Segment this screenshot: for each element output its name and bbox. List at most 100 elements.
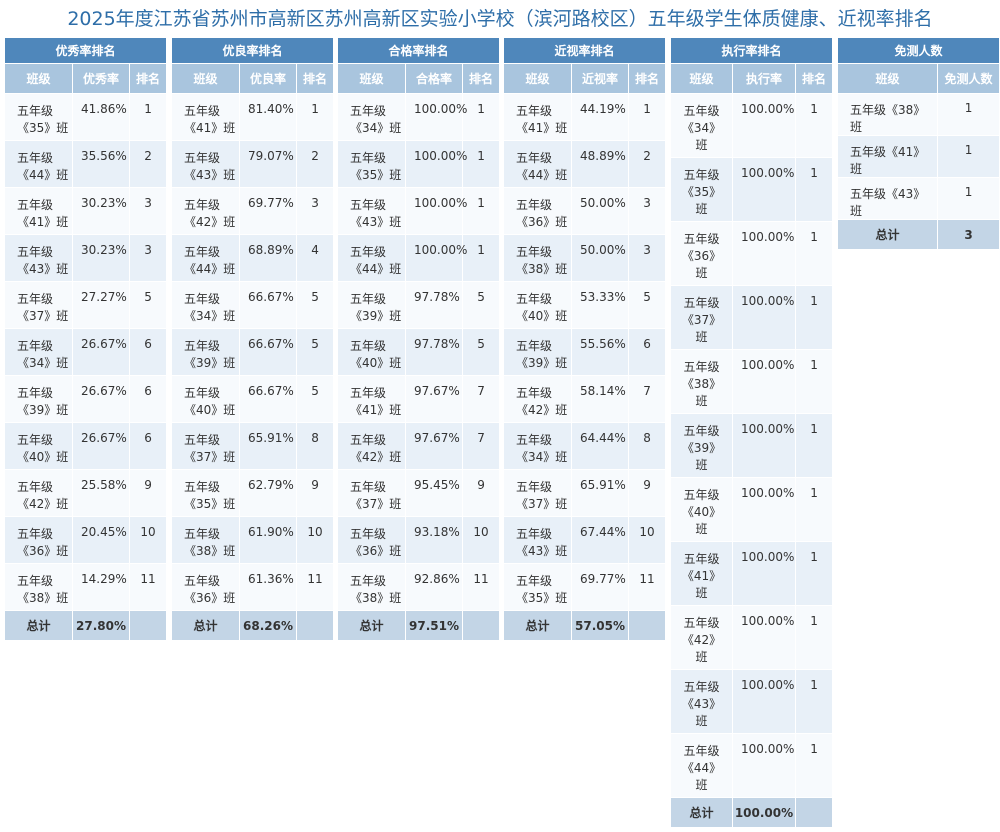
table-caption-row: 免测人数 xyxy=(836,37,1000,64)
cell-value: 27.27% xyxy=(72,281,130,329)
cell-value: 58.14% xyxy=(571,375,629,423)
cell-value: 61.90% xyxy=(239,516,297,564)
class-name: 五年级《42》班 xyxy=(670,605,733,670)
total-value: 68.26% xyxy=(239,610,297,641)
cell-value: 5 xyxy=(461,328,501,376)
data-row: 五年级《35》班 62.79% 9 xyxy=(171,469,335,517)
data-row: 五年级《38》班 50.00% 3 xyxy=(503,234,667,282)
cell-value: 100.00% xyxy=(732,285,796,350)
page-title: 2025年度江苏省苏州市高新区苏州高新区实验小学校（滨河路校区）五年级学生体质健… xyxy=(67,8,933,30)
data-row: 五年级《38》班 14.29% 11 xyxy=(4,563,168,611)
column-header: 班级 xyxy=(4,63,73,94)
data-row: 五年级《34》班 64.44% 8 xyxy=(503,422,667,470)
cell-value: 1 xyxy=(794,541,834,606)
cell-value: 55.56% xyxy=(571,328,629,376)
class-name: 五年级《35》班 xyxy=(503,563,572,611)
data-row: 五年级《41》班 97.67% 7 xyxy=(337,375,501,423)
column-header: 排名 xyxy=(461,63,501,94)
class-name: 五年级《43》班 xyxy=(503,516,572,564)
cell-value: 93.18% xyxy=(405,516,463,564)
cell-value: 2 xyxy=(627,140,667,188)
total-empty xyxy=(461,610,501,641)
data-row: 五年级《36》班 50.00% 3 xyxy=(503,187,667,235)
column-header: 排名 xyxy=(627,63,667,94)
class-name: 五年级《35》班 xyxy=(171,469,240,517)
data-row: 五年级《35》班 100.00% 1 xyxy=(670,157,834,222)
class-name: 五年级《35》班 xyxy=(4,93,73,141)
class-name: 五年级《40》班 xyxy=(171,375,240,423)
class-name: 五年级《36》班 xyxy=(503,187,572,235)
cell-value: 1 xyxy=(627,93,667,141)
class-name: 五年级《38》班 xyxy=(837,93,938,136)
data-row: 五年级《34》班 100.00% 1 xyxy=(337,93,501,141)
data-row: 五年级《42》班 97.67% 7 xyxy=(337,422,501,470)
cell-value: 9 xyxy=(128,469,168,517)
class-name: 五年级《41》班 xyxy=(337,375,406,423)
class-name: 五年级《39》班 xyxy=(503,328,572,376)
class-name: 五年级《41》班 xyxy=(4,187,73,235)
cell-value: 97.78% xyxy=(405,328,463,376)
data-row: 五年级《36》班 20.45% 10 xyxy=(4,516,168,564)
data-row: 五年级《38》班 61.90% 10 xyxy=(171,516,335,564)
total-label: 总计 xyxy=(837,219,938,250)
cell-value: 65.91% xyxy=(571,469,629,517)
cell-value: 5 xyxy=(627,281,667,329)
table-title: 优良率排名 xyxy=(170,37,335,64)
total-empty xyxy=(128,610,168,641)
cell-value: 66.67% xyxy=(239,375,297,423)
class-name: 五年级《34》班 xyxy=(4,328,73,376)
total-row: 总计 27.80% xyxy=(4,610,168,641)
class-name: 五年级《38》班 xyxy=(4,563,73,611)
data-row: 五年级《38》班 92.86% 11 xyxy=(337,563,501,611)
cell-value: 1 xyxy=(936,135,1000,178)
column-header: 执行率 xyxy=(732,63,796,94)
data-row: 五年级《40》班 53.33% 5 xyxy=(503,281,667,329)
cell-value: 10 xyxy=(128,516,168,564)
table-caption-row: 合格率排名 xyxy=(336,37,501,64)
total-value: 57.05% xyxy=(571,610,629,641)
cell-value: 100.00% xyxy=(732,605,796,670)
cell-value: 3 xyxy=(295,187,335,235)
class-name: 五年级《38》班 xyxy=(171,516,240,564)
data-row: 五年级《36》班 61.36% 11 xyxy=(171,563,335,611)
cell-value: 44.19% xyxy=(571,93,629,141)
cell-value: 1 xyxy=(936,177,1000,220)
class-name: 五年级《39》班 xyxy=(337,281,406,329)
data-row: 五年级《35》班 69.77% 11 xyxy=(503,563,667,611)
cell-value: 5 xyxy=(295,281,335,329)
cell-value: 66.67% xyxy=(239,328,297,376)
cell-value: 26.67% xyxy=(72,375,130,423)
cell-value: 6 xyxy=(128,328,168,376)
header-row: 班级 优良率 排名 xyxy=(171,63,335,94)
column-header: 排名 xyxy=(794,63,834,94)
class-name: 五年级《42》班 xyxy=(337,422,406,470)
cell-value: 3 xyxy=(627,187,667,235)
cell-value: 100.00% xyxy=(732,541,796,606)
cell-value: 100.00% xyxy=(732,477,796,542)
data-row: 五年级《39》班 97.78% 5 xyxy=(337,281,501,329)
total-label: 总计 xyxy=(337,610,406,641)
data-row: 五年级《43》班 30.23% 3 xyxy=(4,234,168,282)
total-empty xyxy=(295,610,335,641)
data-row: 五年级《41》班 30.23% 3 xyxy=(4,187,168,235)
data-row: 五年级《34》班 66.67% 5 xyxy=(171,281,335,329)
cell-value: 100.00% xyxy=(732,413,796,478)
total-empty xyxy=(794,797,834,828)
cell-value: 1 xyxy=(794,93,834,158)
ranking-table: 合格率排名 班级 合格率 排名 五年级《34》班 100.00% 1 五年级《35》班 100.… xyxy=(336,37,501,641)
total-label: 总计 xyxy=(4,610,73,641)
table-title: 优秀率排名 xyxy=(3,37,168,64)
class-name: 五年级《41》班 xyxy=(503,93,572,141)
column-header: 排名 xyxy=(128,63,168,94)
cell-value: 35.56% xyxy=(72,140,130,188)
total-row: 总计 57.05% xyxy=(503,610,667,641)
data-row: 五年级《37》班 95.45% 9 xyxy=(337,469,501,517)
data-row: 五年级《43》班 67.44% 10 xyxy=(503,516,667,564)
data-row: 五年级《36》班 93.18% 10 xyxy=(337,516,501,564)
class-name: 五年级《41》班 xyxy=(670,541,733,606)
cell-value: 100.00% xyxy=(732,349,796,414)
class-name: 五年级《35》班 xyxy=(670,157,733,222)
table: 优秀率排名 班级 优秀率 排名 五年级《35》班 41.86% 1 五年级《44》班 35.56… xyxy=(3,37,168,641)
cell-value: 5 xyxy=(295,375,335,423)
